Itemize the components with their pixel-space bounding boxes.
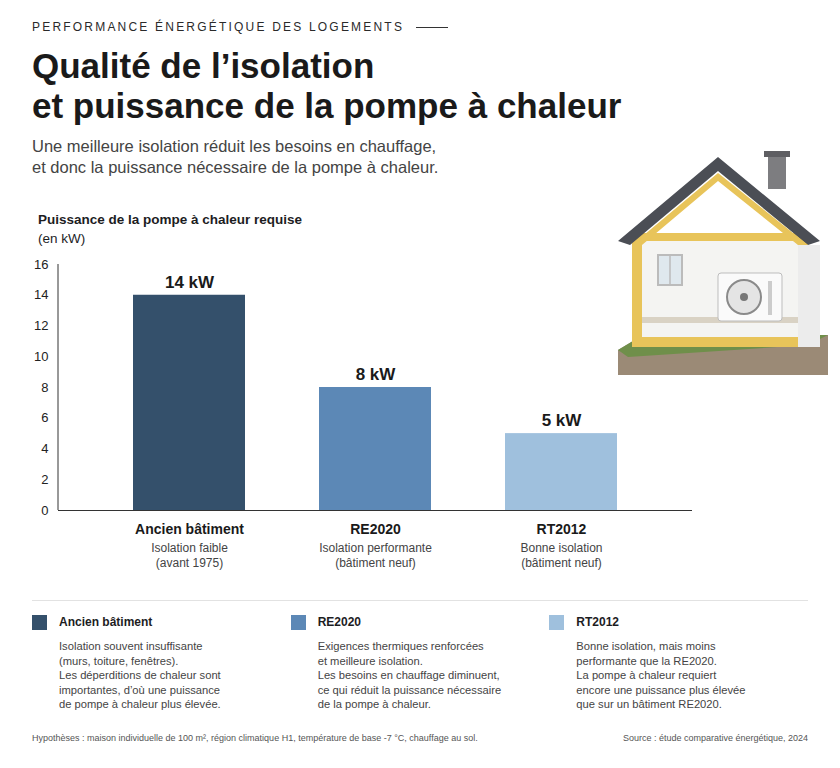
svg-text:RE2020: RE2020 xyxy=(350,521,401,537)
html-text:Exigences thermiques renforcée: Exigences thermiques renforcées et meill… xyxy=(317,640,502,710)
svg-text:8 kW: 8 kW xyxy=(356,365,397,384)
html-text:Bonne isolation, mais moins pe: Bonne isolation, mais moins performante … xyxy=(576,640,746,710)
svg-text:4: 4 xyxy=(41,441,48,456)
svg-text:2: 2 xyxy=(41,472,48,487)
svg-text:12: 12 xyxy=(34,318,48,333)
html-text:Ancien bâtiment: Ancien bâtiment xyxy=(59,615,153,629)
svg-text:Ancien bâtiment: Ancien bâtiment xyxy=(135,521,244,537)
html-text:Une meilleure isolation réduit: Une meilleure isolation réduit les besoi… xyxy=(32,137,439,176)
svg-text:6: 6 xyxy=(41,410,48,425)
svg-text:5 kW: 5 kW xyxy=(542,411,583,430)
html-text:Qualité de l’isolation et puis: Qualité de l’isolation et puissance de l… xyxy=(32,46,622,125)
html-text:(en kW): (en kW) xyxy=(38,231,86,246)
svg-text:14 kW: 14 kW xyxy=(165,273,215,292)
html-text:Isolation souvent insuffisante: Isolation souvent insuffisante (murs, to… xyxy=(59,640,221,710)
html-text:Puissance de la pompe à chaleu: Puissance de la pompe à chaleur requise xyxy=(38,212,303,227)
html-text:RE2020: RE2020 xyxy=(317,615,361,629)
svg-text:RT2012: RT2012 xyxy=(537,521,587,537)
svg-text:8: 8 xyxy=(41,380,48,395)
svg-text:0: 0 xyxy=(41,503,48,518)
svg-text:Bonne isolation(bâtiment neuf): Bonne isolation(bâtiment neuf) xyxy=(520,541,602,571)
svg-text:14: 14 xyxy=(34,287,48,302)
html-text:Source : étude comparative éne: Source : étude comparative énergétique, … xyxy=(622,733,808,743)
svg-text:16: 16 xyxy=(34,257,48,272)
html-text:Hypothèses : maison individuel: Hypothèses : maison individuelle de 100 … xyxy=(32,733,478,743)
html-text:PERFORMANCE ÉNERGÉTIQUE DES LO: PERFORMANCE ÉNERGÉTIQUE DES LOGEMENTS xyxy=(32,20,405,34)
svg-text:Isolation faible(avant 1975): Isolation faible(avant 1975) xyxy=(151,541,228,571)
svg-text:10: 10 xyxy=(34,349,48,364)
html-text:RT2012: RT2012 xyxy=(576,615,619,629)
svg-text:Isolation performante(bâtiment: Isolation performante(bâtiment neuf) xyxy=(319,541,432,571)
